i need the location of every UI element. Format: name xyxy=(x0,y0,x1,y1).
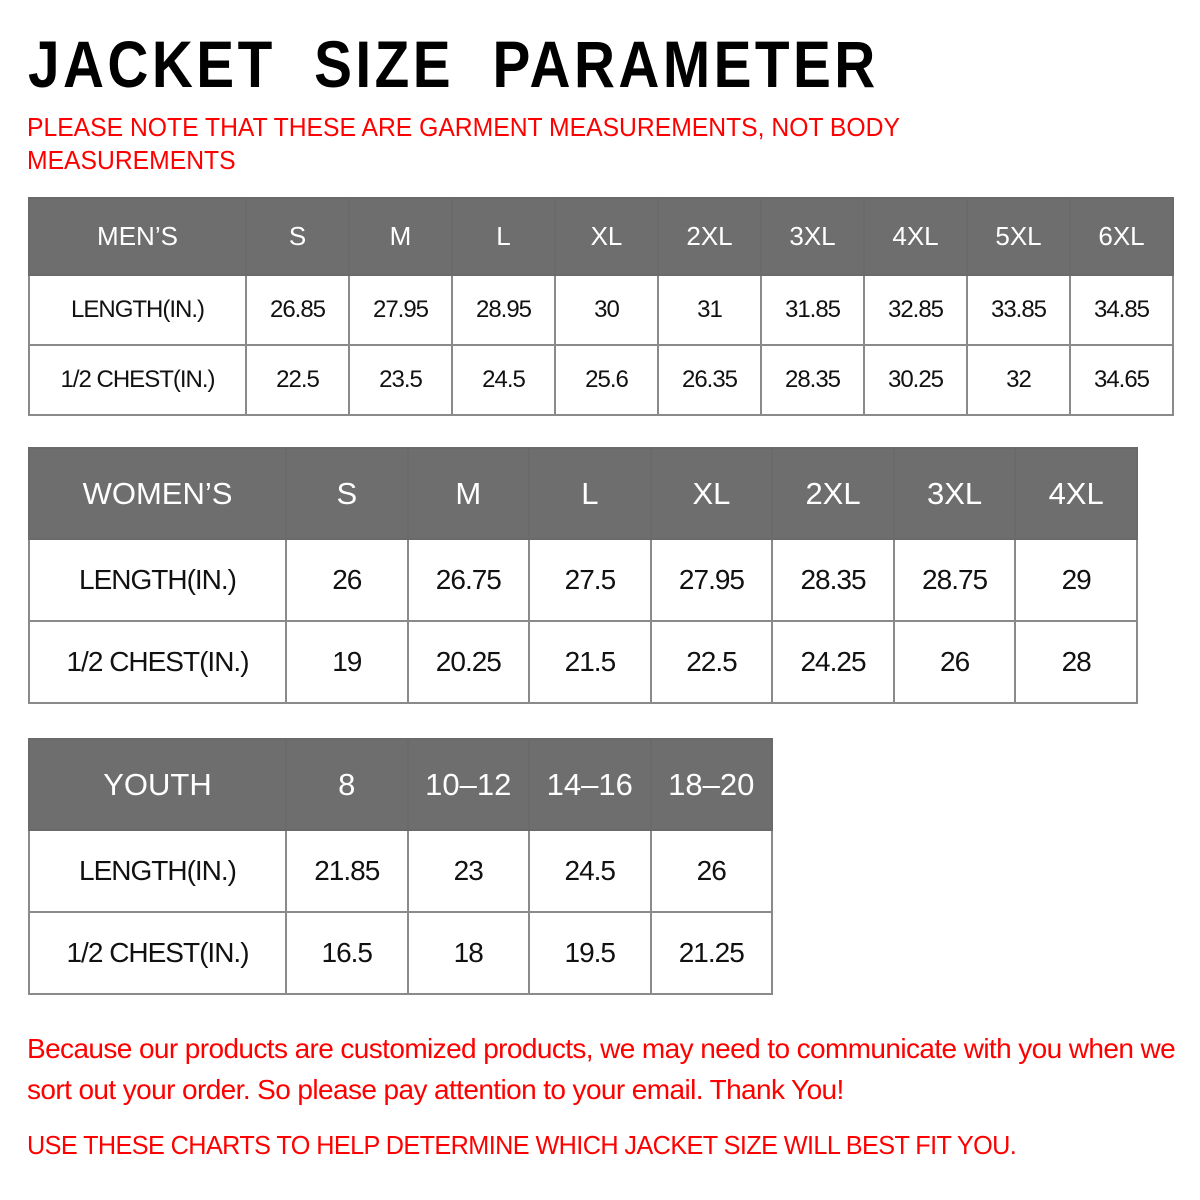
row-label: LENGTH(IN.) xyxy=(28,274,247,346)
table-category-header: WOMEN’S xyxy=(28,447,287,540)
measurement-cell: 19.5 xyxy=(528,911,652,995)
measurement-cell: 23 xyxy=(406,829,530,913)
measurement-cell: 24.5 xyxy=(528,829,652,913)
size-column-header: 4XL xyxy=(863,197,968,276)
measurement-cell: 32.85 xyxy=(863,274,968,346)
size-column-header: L xyxy=(528,447,652,540)
row-label: LENGTH(IN.) xyxy=(28,829,287,913)
size-column-header: S xyxy=(245,197,350,276)
measurement-cell: 21.5 xyxy=(528,620,652,704)
measurement-cell: 27.95 xyxy=(649,538,774,622)
table-row: 1/2 CHEST(IN.) 16.5 18 19.5 21.25 xyxy=(28,911,773,995)
size-column-header: 3XL xyxy=(760,197,865,276)
youth-size-table: YOUTH 8 10–12 14–16 18–20 LENGTH(IN.) 21.85 23 2… xyxy=(28,738,773,995)
measurement-cell: 29 xyxy=(1014,538,1138,622)
measurement-cell: 19 xyxy=(285,620,409,704)
measurement-cell: 21.25 xyxy=(649,911,773,995)
row-label: LENGTH(IN.) xyxy=(28,538,287,622)
row-label: 1/2 CHEST(IN.) xyxy=(28,344,247,416)
customization-message: Because our products are customized prod… xyxy=(27,1033,1176,1105)
size-column-header: 18–20 xyxy=(649,738,773,831)
size-column-header: XL xyxy=(649,447,774,540)
table-row: 1/2 CHEST(IN.) 22.5 23.5 24.5 25.6 26.35 28.35… xyxy=(28,344,1174,416)
measurement-cell: 26.35 xyxy=(657,344,762,416)
size-column-header: 6XL xyxy=(1069,197,1174,276)
measurement-cell: 23.5 xyxy=(348,344,453,416)
table-category-header: YOUTH xyxy=(28,738,287,831)
measurement-cell: 33.85 xyxy=(966,274,1071,346)
measurement-cell: 28.35 xyxy=(771,538,895,622)
measurement-cell: 27.5 xyxy=(528,538,652,622)
table-header-row: MEN’S S M L XL 2XL 3XL 4XL 5XL 6XL xyxy=(28,197,1174,276)
measurement-cell: 28.95 xyxy=(451,274,556,346)
measurement-cell: 28 xyxy=(1014,620,1138,704)
size-column-header: 2XL xyxy=(771,447,895,540)
table-header-row: YOUTH 8 10–12 14–16 18–20 xyxy=(28,738,773,831)
measurement-cell: 26 xyxy=(892,620,1017,704)
size-column-header: S xyxy=(285,447,409,540)
measurement-cell: 30.25 xyxy=(863,344,968,416)
measurement-cell: 27.95 xyxy=(348,274,453,346)
size-column-header: 4XL xyxy=(1014,447,1138,540)
page-title: JACKET SIZE PARAMETER xyxy=(28,27,879,101)
measurement-cell: 34.65 xyxy=(1069,344,1174,416)
measurement-cell: 31 xyxy=(657,274,762,346)
size-column-header: M xyxy=(348,197,453,276)
table-row: LENGTH(IN.) 26 26.75 27.5 27.95 28.35 28.75 29 xyxy=(28,538,1138,622)
measurement-cell: 22.5 xyxy=(649,620,774,704)
mens-size-table: MEN’S S M L XL 2XL 3XL 4XL 5XL 6XL LENGTH(IN.) 26.8… xyxy=(28,197,1174,416)
size-column-header: 10–12 xyxy=(406,738,530,831)
table-row: LENGTH(IN.) 21.85 23 24.5 26 xyxy=(28,829,773,913)
measurement-cell: 21.85 xyxy=(285,829,409,913)
measurement-note: PLEASE NOTE THAT THESE ARE GARMENT MEASU… xyxy=(27,112,900,175)
measurement-cell: 16.5 xyxy=(285,911,409,995)
size-column-header: XL xyxy=(554,197,659,276)
measurement-cell: 24.5 xyxy=(451,344,556,416)
size-column-header: 2XL xyxy=(657,197,762,276)
measurement-cell: 34.85 xyxy=(1069,274,1174,346)
size-column-header: M xyxy=(406,447,531,540)
measurement-cell: 28.75 xyxy=(892,538,1017,622)
table-row: LENGTH(IN.) 26.85 27.95 28.95 30 31 31.85 32.85… xyxy=(28,274,1174,346)
measurement-cell: 30 xyxy=(554,274,659,346)
size-column-header: 8 xyxy=(285,738,409,831)
measurement-cell: 20.25 xyxy=(406,620,531,704)
table-row: 1/2 CHEST(IN.) 19 20.25 21.5 22.5 24.25 26 28 xyxy=(28,620,1138,704)
table-category-header: MEN’S xyxy=(28,197,247,276)
measurement-cell: 31.85 xyxy=(760,274,865,346)
size-column-header: 5XL xyxy=(966,197,1071,276)
size-instruction: USE THESE CHARTS TO HELP DETERMINE WHICH… xyxy=(27,1130,1017,1160)
measurement-cell: 28.35 xyxy=(760,344,865,416)
size-column-header: 3XL xyxy=(892,447,1017,540)
table-header-row: WOMEN’S S M L XL 2XL 3XL 4XL xyxy=(28,447,1138,540)
measurement-cell: 26.75 xyxy=(406,538,531,622)
row-label: 1/2 CHEST(IN.) xyxy=(28,911,287,995)
measurement-cell: 18 xyxy=(406,911,530,995)
size-column-header: 14–16 xyxy=(528,738,652,831)
row-label: 1/2 CHEST(IN.) xyxy=(28,620,287,704)
measurement-cell: 22.5 xyxy=(245,344,350,416)
size-column-header: L xyxy=(451,197,556,276)
measurement-cell: 26 xyxy=(649,829,773,913)
measurement-cell: 32 xyxy=(966,344,1071,416)
womens-size-table: WOMEN’S S M L XL 2XL 3XL 4XL LENGTH(IN.) 26 26.75 2… xyxy=(28,447,1138,704)
measurement-cell: 26 xyxy=(285,538,409,622)
measurement-cell: 24.25 xyxy=(771,620,895,704)
measurement-cell: 25.6 xyxy=(554,344,659,416)
measurement-cell: 26.85 xyxy=(245,274,350,346)
